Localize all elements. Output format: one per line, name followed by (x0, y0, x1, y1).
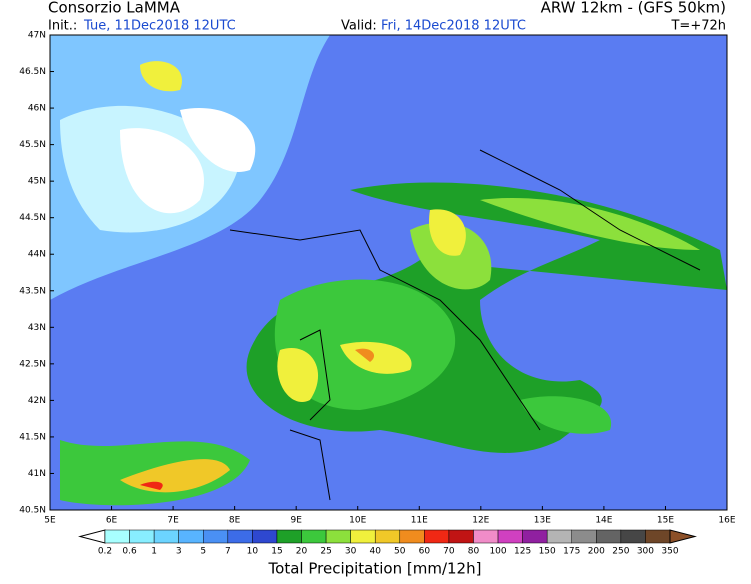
legend-label: 15 (271, 547, 282, 557)
legend-label: 1 (151, 547, 157, 557)
lat-label: 45.5N (19, 140, 46, 150)
legend-label: 175 (563, 547, 580, 557)
lon-label: 13E (534, 516, 551, 526)
lon-label: 6E (106, 516, 118, 526)
legend-label: 10 (247, 547, 259, 557)
legend-swatch (104, 529, 130, 544)
lon-label: 16E (718, 516, 735, 526)
lead-time: T=+72h (670, 19, 726, 34)
lat-label: 45N (28, 177, 46, 187)
lat-label: 42N (28, 396, 46, 406)
lon-label: 15E (657, 516, 674, 526)
legend-swatch (448, 529, 474, 544)
lat-label: 44N (28, 250, 46, 260)
lon-label: 9E (290, 516, 302, 526)
model: ARW 12km - (GFS 50km) (541, 0, 726, 17)
legend-swatch (424, 529, 450, 544)
lon-label: 12E (472, 516, 489, 526)
legend-label: 0.6 (122, 547, 137, 557)
legend-arrow (78, 529, 106, 544)
legend-label: 30 (345, 547, 357, 557)
lat-label: 44.5N (19, 213, 46, 223)
legend-label: 40 (369, 547, 381, 557)
init-value: Tue, 11Dec2018 12UTC (83, 19, 236, 34)
lat-label: 46.5N (19, 67, 46, 77)
legend-swatch (596, 529, 622, 544)
lon-label: 14E (595, 516, 612, 526)
legend-swatch (276, 529, 302, 544)
lat-label: 42.5N (19, 359, 46, 369)
legend-swatch (252, 529, 278, 544)
legend-label: 250 (612, 547, 629, 557)
legend-label: 7 (225, 547, 231, 557)
lat-label: 43.5N (19, 286, 46, 296)
legend-arrow (669, 529, 697, 544)
lon-label: 8E (229, 516, 241, 526)
legend-swatch (399, 529, 425, 544)
legend-title: Total Precipitation [mm/12h] (268, 560, 482, 578)
legend-label: 60 (419, 547, 431, 557)
title: Consorzio LaMMA (48, 0, 181, 17)
lat-label: 41N (28, 469, 46, 479)
legend-swatch (497, 529, 523, 544)
map-frame (49, 34, 728, 511)
lon-label: 7E (167, 516, 179, 526)
legend-label: 50 (394, 547, 406, 557)
legend-swatch (522, 529, 548, 544)
lat-label: 40.5N (19, 506, 46, 516)
legend-swatch (620, 529, 646, 544)
init-label: Init.: (48, 19, 77, 34)
legend-label: 100 (489, 547, 506, 557)
legend-label: 150 (539, 547, 556, 557)
lon-label: 5E (44, 516, 56, 526)
legend-label: 350 (661, 547, 678, 557)
legend-swatch (546, 529, 572, 544)
legend-label: 0.2 (98, 547, 112, 557)
valid-value: Fri, 14Dec2018 12UTC (381, 19, 526, 34)
legend-swatch (645, 529, 671, 544)
legend-label: 80 (468, 547, 480, 557)
legend-swatch (227, 529, 253, 544)
legend-swatch (129, 529, 155, 544)
legend-label: 200 (588, 547, 605, 557)
legend-label: 70 (443, 547, 455, 557)
legend-label: 20 (296, 547, 308, 557)
legend-swatch (203, 529, 229, 544)
legend-swatch (301, 529, 327, 544)
legend-label: 125 (514, 547, 531, 557)
legend-label: 300 (637, 547, 654, 557)
legend-label: 3 (176, 547, 182, 557)
lon-label: 11E (411, 516, 428, 526)
lat-label: 47N (28, 31, 46, 41)
valid-label: Valid: (341, 19, 377, 34)
legend-swatch (374, 529, 401, 544)
lat-label: 41.5N (19, 432, 46, 442)
legend-label: 5 (200, 547, 206, 557)
legend-swatch (473, 529, 499, 544)
lat-label: 46N (28, 104, 46, 114)
legend-swatch (350, 529, 376, 544)
lat-label: 43N (28, 323, 46, 333)
legend-swatch (153, 529, 179, 544)
legend-swatch (178, 529, 204, 544)
legend-swatch (571, 529, 597, 544)
legend-swatch (325, 529, 351, 544)
lon-label: 10E (349, 516, 366, 526)
precip-field (50, 35, 727, 510)
legend-label: 25 (320, 547, 331, 557)
